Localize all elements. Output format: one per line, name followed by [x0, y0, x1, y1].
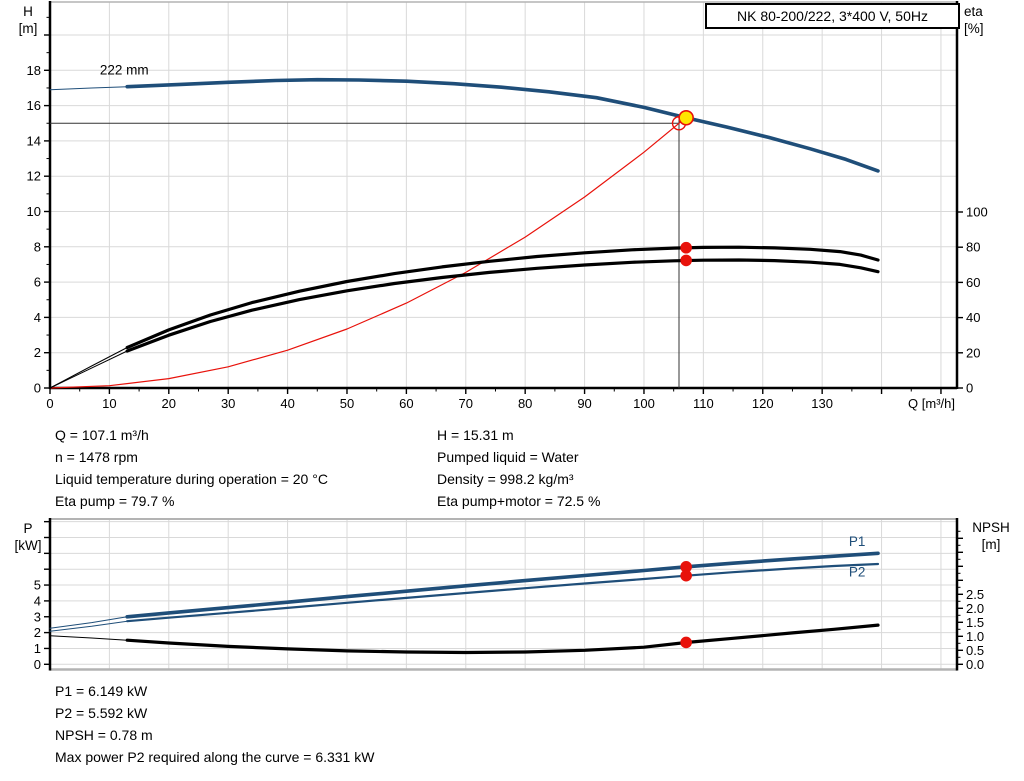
- left-tick-label: 14: [27, 133, 41, 148]
- left-tick-label: 16: [27, 98, 41, 113]
- p2-curve: [126, 562, 880, 623]
- eta-axis-title-line1: eta: [964, 4, 983, 19]
- eta-pump-point: [680, 241, 692, 254]
- curve-label: P1: [849, 534, 866, 549]
- power-axis-title-line2: [kW]: [14, 538, 42, 553]
- power-info: P1 = 6.149 kW P2 = 5.592 kW NPSH = 0.78 m M…: [55, 680, 374, 768]
- eta-axis-title-line2: [%]: [964, 21, 984, 36]
- pump-model-badge: NK 80-200/222, 3*400 V, 50Hz: [705, 3, 960, 29]
- head-axis-title: H [m]: [10, 3, 46, 37]
- right-tick-label: 100: [966, 205, 988, 220]
- eta-pump-curve: [125, 245, 880, 350]
- npsh-curve: [125, 623, 880, 655]
- info-line: Eta pump = 79.7 %: [55, 493, 175, 509]
- eta-pump-motor-point: [680, 254, 692, 267]
- left-tick-label: 12: [27, 169, 41, 184]
- eta-pump-curve-thin: [49, 347, 128, 389]
- right-tick-label: 1.5: [966, 615, 984, 630]
- right-tick-label: 1.0: [966, 629, 984, 644]
- right-tick-label: 60: [966, 275, 980, 290]
- right-tick-label: 0.0: [966, 657, 984, 672]
- x-tick-label: 90: [577, 396, 591, 411]
- left-tick-label: 4: [34, 310, 41, 325]
- x-tick-label: 80: [518, 396, 532, 411]
- p2-curve-thin: [49, 620, 128, 632]
- x-tick-label: 110: [693, 396, 714, 411]
- operating-point[interactable]: [678, 109, 694, 126]
- right-tick-label: 0.5: [966, 643, 984, 658]
- info-line: Density = 998.2 kg/m³: [437, 471, 574, 487]
- left-tick-label: 2: [34, 625, 41, 640]
- info-line: Max power P2 required along the curve = …: [55, 749, 375, 765]
- left-tick-label: 4: [34, 593, 41, 608]
- x-tick-label: 40: [280, 396, 294, 411]
- info-line: NPSH = 0.78 m: [55, 727, 153, 743]
- p1-curve-thin: [49, 616, 128, 629]
- left-tick-label: 18: [27, 63, 41, 78]
- left-tick-label: 2: [34, 345, 41, 360]
- info-line: P2 = 5.592 kW: [55, 705, 148, 721]
- x-tick-label: 10: [102, 396, 116, 411]
- right-tick-label: 20: [966, 345, 980, 360]
- duty-info-left: Q = 107.1 m³/h n = 1478 rpm Liquid tempera…: [55, 424, 328, 512]
- x-tick-label: 100: [633, 396, 655, 411]
- npsh-point: [680, 636, 692, 649]
- npsh-axis-title-line1: NPSH: [972, 520, 1010, 535]
- left-tick-label: 0: [34, 381, 41, 396]
- curve-label: 222 mm: [100, 63, 149, 78]
- info-line: H = 15.31 m: [437, 427, 514, 443]
- x-tick-label: 30: [221, 396, 235, 411]
- right-tick-label: 2.5: [966, 587, 984, 602]
- left-tick-label: 0: [34, 657, 41, 672]
- right-tick-label: 40: [966, 310, 980, 325]
- left-tick-label: 3: [34, 609, 41, 624]
- p2-point: [680, 569, 692, 582]
- right-tick-label: 80: [966, 240, 980, 255]
- power-axis-title-line1: P: [23, 521, 33, 536]
- x-tick-label: 120: [752, 396, 774, 411]
- right-tick-label: 0: [966, 381, 973, 396]
- eta-axis-title: eta [%]: [964, 3, 1010, 37]
- duty-info-right: H = 15.31 m Pumped liquid = Water Density …: [437, 424, 600, 512]
- left-tick-label: 6: [34, 275, 41, 290]
- head-curve-222mm: [125, 77, 880, 173]
- head-axis-title-line2: [m]: [18, 21, 38, 36]
- system-curve: [49, 117, 687, 389]
- left-tick-label: 1: [34, 641, 41, 656]
- info-line: Liquid temperature during operation = 20…: [55, 471, 328, 487]
- info-line: Eta pump+motor = 72.5 %: [437, 493, 601, 509]
- head-curve-222mm-thin: [49, 86, 128, 91]
- npsh-axis-title-line2: [m]: [981, 537, 1001, 552]
- head-axis-title-line1: H: [23, 4, 33, 19]
- x-tick-label: 70: [459, 396, 473, 411]
- right-tick-label: 2.0: [966, 601, 984, 616]
- p1-curve: [125, 551, 880, 619]
- left-tick-label: 10: [27, 204, 41, 219]
- eta-pump-motor-curve-thin: [49, 350, 128, 389]
- info-line: Q = 107.1 m³/h: [55, 427, 149, 443]
- x-tick-label: 50: [340, 396, 354, 411]
- power-axis-title: P [kW]: [8, 520, 48, 554]
- p1-point: [680, 561, 692, 573]
- npsh-axis-title: NPSH [m]: [962, 519, 1020, 553]
- left-tick-label: 8: [34, 239, 41, 254]
- npsh-curve-thin: [49, 635, 128, 641]
- x-tick-label: 20: [162, 396, 176, 411]
- flow-axis-title: Q [m³/h]: [908, 396, 955, 411]
- curve-label: P2: [849, 564, 866, 579]
- info-line: Pumped liquid = Water: [437, 449, 579, 465]
- x-tick-label: 60: [399, 396, 413, 411]
- x-tick-label: 0: [46, 396, 53, 411]
- x-tick-label: 130: [811, 396, 833, 411]
- left-tick-label: 5: [34, 578, 41, 593]
- eta-pump-motor-curve: [125, 258, 880, 353]
- info-line: n = 1478 rpm: [55, 449, 138, 465]
- info-line: P1 = 6.149 kW: [55, 683, 148, 699]
